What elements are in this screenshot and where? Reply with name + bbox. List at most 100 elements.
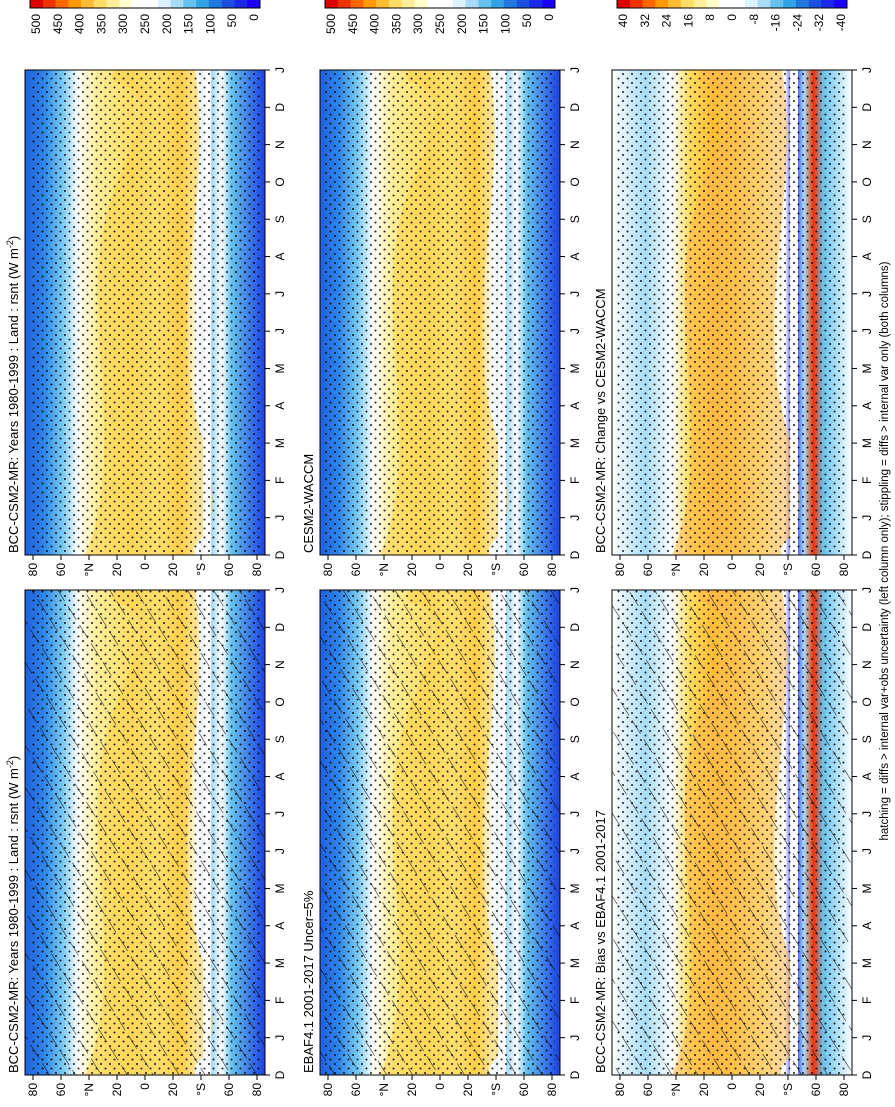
y-tick-label: 20: [110, 1083, 124, 1097]
x-tick-label: D: [860, 623, 874, 632]
colorbar-label: 0: [542, 14, 556, 21]
colorbar-swatch: [145, 0, 159, 8]
y-tick-label: 20: [461, 563, 475, 577]
x-tick-label: M: [568, 438, 582, 448]
x-tick-label: M: [273, 438, 287, 448]
colorbar-label: 500: [29, 14, 43, 34]
y-tick-label: 20: [697, 1083, 711, 1097]
y-tick-label: 60: [54, 1083, 68, 1097]
x-tick-label: J: [860, 515, 874, 521]
x-tick-label: D: [568, 103, 582, 112]
panel-title: EBAF4.1 2001-2017 Uncer=5%: [301, 890, 316, 1073]
x-tick-label: J: [860, 1035, 874, 1041]
colorbar-label: 200: [455, 14, 469, 34]
y-tick-label: 60: [54, 563, 68, 577]
y-tick-label: 80: [321, 1083, 335, 1097]
x-tick-label: M: [860, 438, 874, 448]
x-tick-label: A: [568, 922, 582, 930]
colorbar-label: 0: [725, 14, 739, 21]
x-tick-label: F: [568, 477, 582, 484]
colorbar-label: 100: [498, 14, 512, 34]
colorbar-label: 450: [346, 14, 360, 34]
y-tick-label: 80: [837, 563, 851, 577]
y-tick-label: 60: [349, 563, 363, 577]
x-tick-label: D: [273, 1070, 287, 1079]
colorbar-swatch: [30, 0, 44, 8]
y-tick-label: 80: [26, 563, 40, 577]
x-tick-label: J: [273, 515, 287, 521]
colorbar-swatch: [414, 0, 428, 8]
y-tick-label: 0: [433, 563, 447, 570]
colorbar-swatch: [325, 0, 339, 8]
title-superscript: -2: [5, 760, 15, 768]
x-tick-label: A: [860, 402, 874, 410]
x-tick-label: N: [860, 660, 874, 669]
stippling: [30, 70, 260, 555]
title-superscript: -2: [5, 240, 15, 248]
x-tick-label: D: [273, 550, 287, 559]
y-tick-label: 20: [753, 563, 767, 577]
x-tick-label: A: [273, 253, 287, 261]
x-tick-label: D: [273, 623, 287, 632]
colorbar-label: 24: [660, 14, 674, 28]
colorbar-swatch: [401, 0, 415, 8]
x-tick-label: D: [860, 550, 874, 559]
footnote: hatching = diffs > internal var+obs unce…: [879, 261, 891, 840]
colorbar-swatch: [106, 0, 120, 8]
y-tick-label: 60: [517, 563, 531, 577]
x-tick-label: D: [568, 550, 582, 559]
x-tick-label: M: [860, 958, 874, 968]
stippling: [325, 70, 555, 555]
y-tick-label: °N: [669, 1083, 683, 1096]
y-tick-label: 0: [138, 1083, 152, 1090]
colorbar-swatch: [337, 0, 351, 8]
x-tick-label: J: [860, 67, 874, 73]
colorbar-swatch: [719, 0, 733, 8]
panel-title: BCC-CSM2-MR: Bias vs EBAF4.1 2001-2017: [593, 810, 608, 1073]
colorbar-swatch: [668, 0, 682, 8]
x-tick-label: J: [860, 328, 874, 334]
colorbar-label: 150: [182, 14, 196, 34]
x-tick-label: O: [568, 177, 582, 186]
x-tick-label: A: [273, 922, 287, 930]
x-tick-label: M: [860, 883, 874, 893]
colorbar-swatch: [503, 0, 517, 8]
y-tick-label: 80: [321, 563, 335, 577]
colorbar-label: -40: [834, 14, 848, 32]
stippling: [617, 70, 847, 555]
x-tick-label: J: [860, 811, 874, 817]
x-tick-label: S: [273, 735, 287, 743]
y-tick-label: 60: [517, 1083, 531, 1097]
colorbar-swatch: [542, 0, 556, 8]
hatching: [25, 590, 265, 1075]
hatching: [320, 590, 560, 1075]
x-tick-label: M: [273, 958, 287, 968]
x-tick-label: O: [568, 697, 582, 706]
colorbar-label: 40: [616, 14, 630, 28]
y-tick-label: 60: [641, 1083, 655, 1097]
colorbar-swatch: [706, 0, 720, 8]
colorbar-swatch: [744, 0, 758, 8]
x-tick-label: D: [568, 623, 582, 632]
y-tick-label: 0: [725, 1083, 739, 1090]
colorbar-swatch: [770, 0, 784, 8]
colorbar-swatch: [42, 0, 56, 8]
y-tick-label: °N: [669, 563, 683, 576]
colorbar-swatch: [821, 0, 835, 8]
colorbar-swatch: [617, 0, 631, 8]
colorbar-swatch: [680, 0, 694, 8]
y-tick-label: °N: [377, 1083, 391, 1096]
colorbar-label: 8: [703, 14, 717, 21]
y-tick-label: 60: [222, 1083, 236, 1097]
y-tick-label: °S: [781, 563, 795, 576]
panel-title: BCC-CSM2-MR: Change vs CESM2-WACCM: [593, 288, 608, 553]
y-tick-label: °S: [194, 1083, 208, 1096]
colorbar-label: 300: [116, 14, 130, 34]
y-tick-label: 60: [809, 1083, 823, 1097]
colorbar-swatch: [132, 0, 146, 8]
x-tick-label: A: [568, 402, 582, 410]
y-tick-label: °S: [489, 1083, 503, 1096]
x-tick-label: J: [860, 291, 874, 297]
